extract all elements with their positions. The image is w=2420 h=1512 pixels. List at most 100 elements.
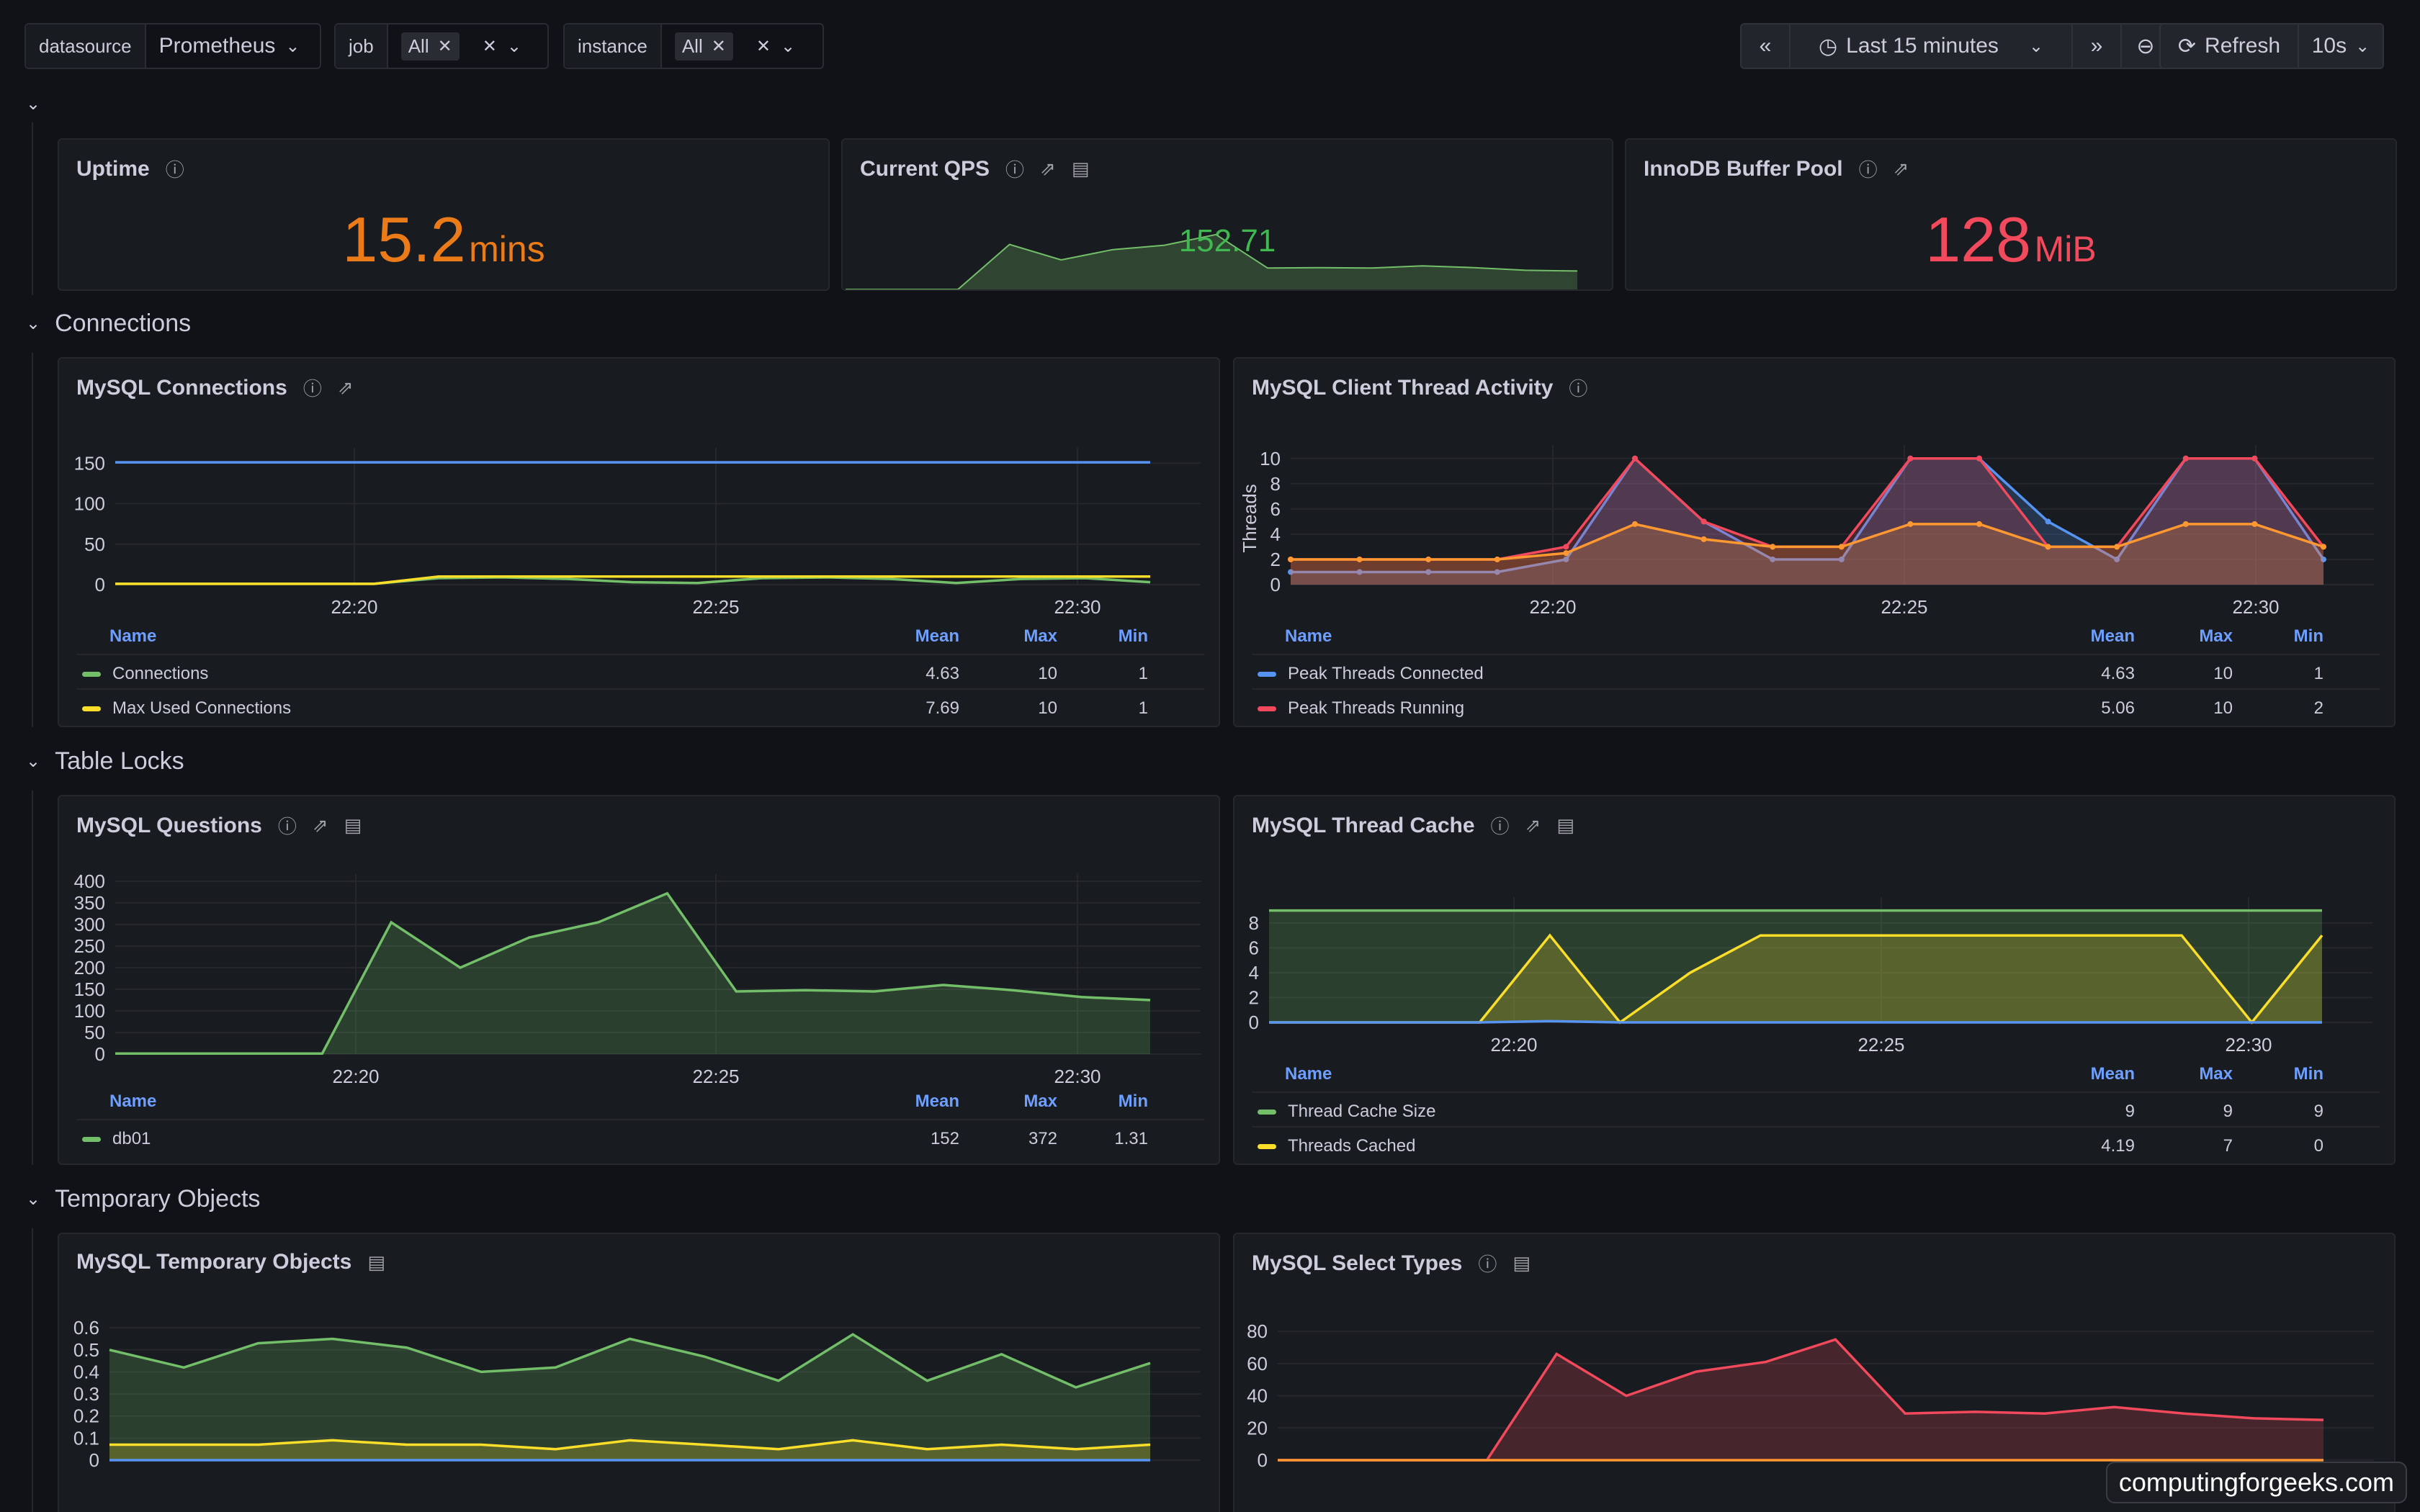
external-link-icon[interactable]: ⇗ xyxy=(337,377,354,398)
legend-header-min[interactable]: Min xyxy=(1118,1092,1148,1111)
client-threads-chart: 0 2 4 6 8 10 22:20 22:25 22:30 Threads xyxy=(1239,445,2374,618)
legend-row[interactable]: Peak Threads Running 5.06 10 2 xyxy=(1252,688,2380,723)
info-icon[interactable]: ⓘ xyxy=(1490,816,1510,837)
external-link-icon[interactable]: ⇗ xyxy=(1040,158,1056,179)
library-panel-icon[interactable]: ▤ xyxy=(1556,814,1574,836)
series-color-swatch xyxy=(1258,1110,1276,1115)
legend-row[interactable]: Connections 4.63 10 1 xyxy=(76,654,1204,688)
y-tick-label: 200 xyxy=(74,957,105,978)
external-link-icon[interactable]: ⇗ xyxy=(1893,158,1909,179)
datasource-variable-value: Prometheus xyxy=(158,34,276,58)
legend-row[interactable]: db01 152 372 1.31 xyxy=(76,1119,1204,1153)
legend-header-name[interactable]: Name xyxy=(1285,1064,1332,1084)
uptime-unit: mins xyxy=(469,229,545,269)
legend-max: 9 xyxy=(2223,1102,2233,1121)
legend-mean: 9 xyxy=(2125,1102,2135,1121)
time-shift-back-button[interactable]: « xyxy=(1740,23,1791,69)
row-toggle[interactable]: ⌄ xyxy=(26,94,40,114)
x-tick-label: 22:20 xyxy=(331,596,377,618)
legend-series-name[interactable]: Threads Cached xyxy=(1258,1136,1415,1156)
library-panel-icon[interactable]: ▤ xyxy=(1071,158,1090,179)
y-tick-label: 0.3 xyxy=(73,1383,99,1405)
buffer-pool-stat: 128 MiB xyxy=(1626,203,2396,276)
legend-header-max[interactable]: Max xyxy=(1023,1092,1057,1111)
info-icon[interactable]: ⓘ xyxy=(277,816,297,837)
legend-series-name[interactable]: Peak Threads Connected xyxy=(1258,664,1484,684)
row-temporary-objects[interactable]: ⌄ Temporary Objects xyxy=(26,1185,260,1213)
legend-header-mean[interactable]: Mean xyxy=(915,1092,959,1111)
legend-header-name[interactable]: Name xyxy=(109,626,157,646)
legend-header-mean[interactable]: Mean xyxy=(2090,626,2135,646)
legend-series-name[interactable]: db01 xyxy=(82,1129,151,1149)
datasource-variable-label: datasource xyxy=(26,24,146,68)
legend-row[interactable]: Peak Threads Connected 4.63 10 1 xyxy=(1252,654,2380,688)
legend-header-max[interactable]: Max xyxy=(2199,1064,2233,1084)
data-point xyxy=(1356,556,1363,562)
instance-variable-value: All xyxy=(681,35,703,57)
library-panel-icon[interactable]: ▤ xyxy=(367,1251,385,1273)
y-tick-label: 100 xyxy=(74,1000,105,1022)
chevron-down-icon: ⌄ xyxy=(506,36,521,56)
row-rail xyxy=(32,353,33,727)
info-icon[interactable]: ⓘ xyxy=(1005,159,1025,181)
chevron-down-icon: ⌄ xyxy=(26,1189,41,1209)
legend-series-name[interactable]: Peak Threads Running xyxy=(1258,698,1464,719)
y-tick-label: 100 xyxy=(74,493,105,515)
external-link-icon[interactable]: ⇗ xyxy=(312,814,328,836)
datasource-variable[interactable]: datasource Prometheus ⌄ xyxy=(24,23,321,69)
chevron-down-icon: ⌄ xyxy=(2028,36,2044,56)
y-tick-label: 8 xyxy=(1270,473,1281,495)
innodb-buffer-pool-panel: InnoDB Buffer Pool ⓘ ⇗ 128 MiB xyxy=(1625,138,2397,291)
instance-variable[interactable]: instance All ✕ ✕ ⌄ xyxy=(563,23,824,69)
data-point xyxy=(1700,536,1707,542)
legend-row[interactable]: Threads Cached 4.19 7 0 xyxy=(1252,1126,2380,1161)
data-point xyxy=(1976,455,1982,462)
info-icon[interactable]: ⓘ xyxy=(1569,378,1588,400)
chevron-down-icon: ⌄ xyxy=(780,36,796,56)
info-icon[interactable]: ⓘ xyxy=(302,378,322,400)
legend-header-mean[interactable]: Mean xyxy=(2090,1064,2135,1084)
remove-chip-icon[interactable]: ✕ xyxy=(437,36,452,56)
legend-series-name[interactable]: Max Used Connections xyxy=(82,698,291,719)
clear-icon[interactable]: ✕ xyxy=(756,36,771,56)
refresh-icon: ⟳ xyxy=(2177,34,2197,58)
refresh-button[interactable]: ⟳ Refresh xyxy=(2159,23,2299,69)
time-range-picker[interactable]: ◷ Last 15 minutes ⌄ xyxy=(1789,23,2073,69)
refresh-interval-picker[interactable]: 10s ⌄ xyxy=(2298,23,2384,69)
legend-header-min[interactable]: Min xyxy=(2293,1064,2323,1084)
clear-icon[interactable]: ✕ xyxy=(482,36,497,56)
legend-max: 10 xyxy=(2213,664,2233,683)
job-variable[interactable]: job All ✕ ✕ ⌄ xyxy=(334,23,549,69)
legend-header-max[interactable]: Max xyxy=(1023,626,1057,646)
remove-chip-icon[interactable]: ✕ xyxy=(711,36,726,56)
info-icon[interactable]: ⓘ xyxy=(1858,159,1878,181)
row-title: Table Locks xyxy=(55,747,184,775)
library-panel-icon[interactable]: ▤ xyxy=(1512,1252,1531,1274)
data-point xyxy=(2182,455,2189,462)
time-shift-forward-button[interactable]: » xyxy=(2071,23,2122,69)
external-link-icon[interactable]: ⇗ xyxy=(1525,814,1541,836)
series-color-swatch xyxy=(1258,672,1276,678)
legend-row[interactable]: Thread Cache Size 9 9 9 xyxy=(1252,1092,2380,1126)
legend-header-mean[interactable]: Mean xyxy=(915,626,959,646)
chevron-down-icon: ⌄ xyxy=(26,94,41,114)
info-icon[interactable]: ⓘ xyxy=(165,159,184,181)
legend-header-min[interactable]: Min xyxy=(1118,626,1148,646)
series-line xyxy=(109,1439,1151,1451)
legend-series-name[interactable]: Connections xyxy=(82,664,208,684)
legend-row[interactable]: Max Used Connections 7.69 10 1 xyxy=(76,688,1204,723)
data-point xyxy=(2321,544,2326,550)
legend-header-name[interactable]: Name xyxy=(109,1092,157,1111)
job-value-chip[interactable]: All ✕ xyxy=(400,32,460,60)
legend-header-name[interactable]: Name xyxy=(1285,626,1332,646)
data-point xyxy=(2045,544,2051,550)
library-panel-icon[interactable]: ▤ xyxy=(344,814,362,836)
legend-header-max[interactable]: Max xyxy=(2199,626,2233,646)
legend-header-min[interactable]: Min xyxy=(2293,626,2323,646)
info-icon[interactable]: ⓘ xyxy=(1478,1254,1497,1275)
refresh-interval-label: 10s xyxy=(2311,34,2347,58)
row-table-locks[interactable]: ⌄ Table Locks xyxy=(26,747,184,775)
legend-series-name[interactable]: Thread Cache Size xyxy=(1258,1102,1435,1122)
instance-value-chip[interactable]: All ✕ xyxy=(674,32,733,60)
row-connections[interactable]: ⌄ Connections xyxy=(26,310,191,338)
